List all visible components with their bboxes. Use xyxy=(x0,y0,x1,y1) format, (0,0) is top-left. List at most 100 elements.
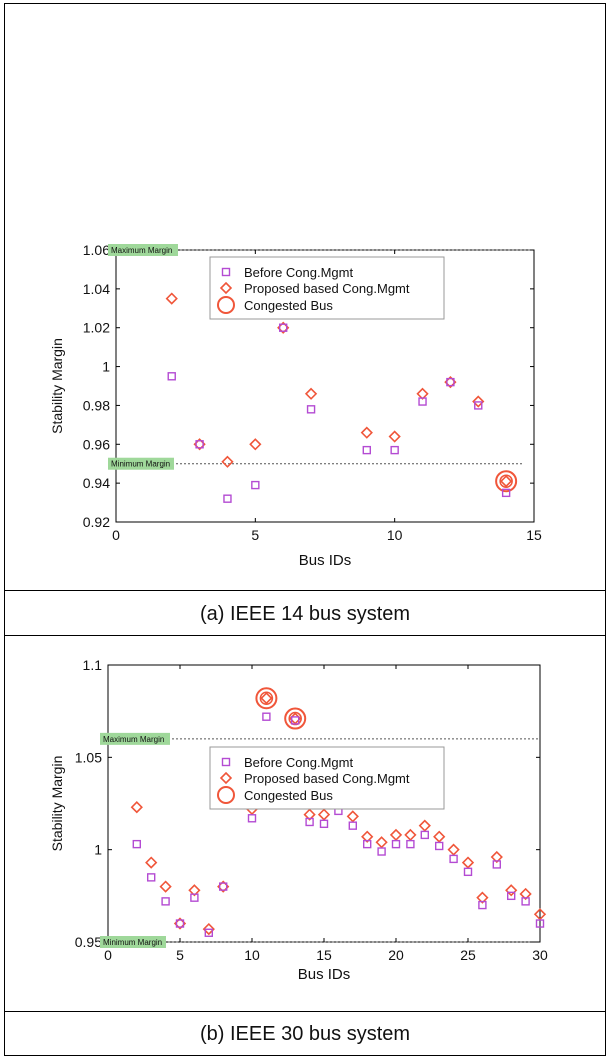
before-point xyxy=(391,839,401,849)
before-point xyxy=(446,377,455,387)
y-tick-label: 1.06 xyxy=(83,242,110,258)
chart-ieee14: 0 5 10 15 0.92 0.94 0.96 0.98 1 1.02 1.04 1.06 Bus … xyxy=(49,242,542,569)
y-tick-label: 1.05 xyxy=(75,749,102,765)
x-axis-label: Bus IDs xyxy=(299,552,352,569)
legend-before: Before Cong.Mgmt xyxy=(244,755,353,770)
before-point xyxy=(290,716,300,725)
before-point xyxy=(435,841,444,851)
x-tick-label: 0 xyxy=(112,527,120,543)
x-axis-label: Bus IDs xyxy=(298,966,351,983)
proposed-point xyxy=(472,395,485,408)
x-tick-label: 15 xyxy=(526,527,542,543)
proposed-point xyxy=(165,292,178,305)
proposed-point xyxy=(375,836,388,849)
before-point xyxy=(507,891,516,901)
caption-a: (a) IEEE 14 bus system xyxy=(199,603,411,625)
congested-bus-marker xyxy=(255,687,278,710)
before-point xyxy=(247,814,257,823)
proposed-point xyxy=(130,801,143,814)
legend-proposed: Proposed based Cong.Mgmt xyxy=(244,281,410,296)
chart-ieee30: 0 5 10 15 20 25 30 0.95 1 1.05 1.1 Bus IDs Stabili… xyxy=(49,657,548,983)
caption-b: (b) IEEE 30 bus system xyxy=(199,1023,411,1045)
before-point xyxy=(449,854,458,864)
y-tick-label: 0.96 xyxy=(83,436,110,452)
before-point xyxy=(262,712,271,721)
proposed-point xyxy=(221,455,234,468)
proposed-point xyxy=(202,922,215,936)
before-point xyxy=(478,900,487,910)
y-tick-label: 0.95 xyxy=(75,934,102,950)
proposed-point xyxy=(388,430,401,443)
x-tick-label: 25 xyxy=(460,947,476,963)
x-tick-label: 10 xyxy=(387,527,403,543)
x-tick-label: 20 xyxy=(388,947,404,963)
proposed-point xyxy=(159,880,172,893)
legend: Before Cong.Mgmt Proposed based Cong.Mgm… xyxy=(209,256,445,320)
proposed-point xyxy=(447,843,460,856)
min-margin-label-bg xyxy=(108,457,174,470)
before-point xyxy=(251,480,260,490)
legend-proposed: Proposed based Cong.Mgmt xyxy=(244,771,410,786)
before-point xyxy=(521,897,530,906)
proposed-point xyxy=(361,830,374,843)
y-tick-label: 1.04 xyxy=(83,281,110,297)
y-axis-label: Stability Margin xyxy=(49,756,65,852)
min-margin-label: Minimum Margin xyxy=(103,938,162,947)
x-tick-label: 5 xyxy=(251,527,259,543)
before-point xyxy=(363,839,372,849)
divider xyxy=(4,1011,606,1012)
max-margin-label: Maximum Margin xyxy=(103,735,164,744)
y-tick-label: 0.98 xyxy=(83,397,110,413)
proposed-point xyxy=(249,438,262,451)
y-tick-label: 1.1 xyxy=(83,657,103,673)
before-point xyxy=(305,817,314,827)
before-point xyxy=(390,445,399,455)
min-margin-label-bg xyxy=(100,936,166,948)
before-point xyxy=(218,882,228,891)
before-point xyxy=(420,830,429,840)
congested-bus-marker xyxy=(495,470,518,493)
proposed-point xyxy=(505,884,518,897)
proposed-point xyxy=(490,850,503,864)
legend-congested: Congested Bus xyxy=(244,298,333,313)
proposed-point xyxy=(418,819,431,832)
proposed-point xyxy=(346,810,359,823)
legend-congested-marker xyxy=(217,786,235,804)
divider xyxy=(4,635,606,636)
max-margin-label-bg xyxy=(108,244,178,256)
proposed-point xyxy=(260,692,273,705)
before-point xyxy=(463,867,473,877)
before-point xyxy=(418,397,427,406)
figure-frame xyxy=(4,3,606,1056)
congested-bus-marker xyxy=(284,707,307,730)
y-tick-label: 1.02 xyxy=(83,320,110,336)
proposed-point xyxy=(389,828,403,842)
y-tick-label: 1 xyxy=(94,842,102,858)
before-point xyxy=(348,821,357,830)
before-point xyxy=(132,839,142,849)
x-tick-label: 15 xyxy=(316,947,332,963)
proposed-point xyxy=(145,856,158,869)
min-margin-label: Minimum Margin xyxy=(111,460,170,469)
before-point xyxy=(501,488,511,498)
proposed-point xyxy=(533,908,547,921)
proposed-point xyxy=(461,856,475,869)
x-tick-label: 30 xyxy=(532,947,548,963)
y-tick-label: 1 xyxy=(102,359,110,375)
before-point xyxy=(195,440,204,449)
legend-before-marker xyxy=(221,267,231,277)
proposed-point xyxy=(476,891,489,904)
before-point xyxy=(492,860,501,869)
before-point xyxy=(377,847,386,856)
before-point xyxy=(175,919,185,928)
before-point xyxy=(167,372,176,381)
before-point xyxy=(406,839,415,849)
legend-congested-marker xyxy=(217,296,235,314)
before-point xyxy=(474,401,483,410)
proposed-point xyxy=(519,887,532,901)
proposed-point xyxy=(416,387,429,400)
proposed-point xyxy=(188,884,201,897)
y-tick-label: 0.92 xyxy=(83,514,110,530)
before-point xyxy=(204,928,214,937)
proposed-point xyxy=(404,828,417,842)
